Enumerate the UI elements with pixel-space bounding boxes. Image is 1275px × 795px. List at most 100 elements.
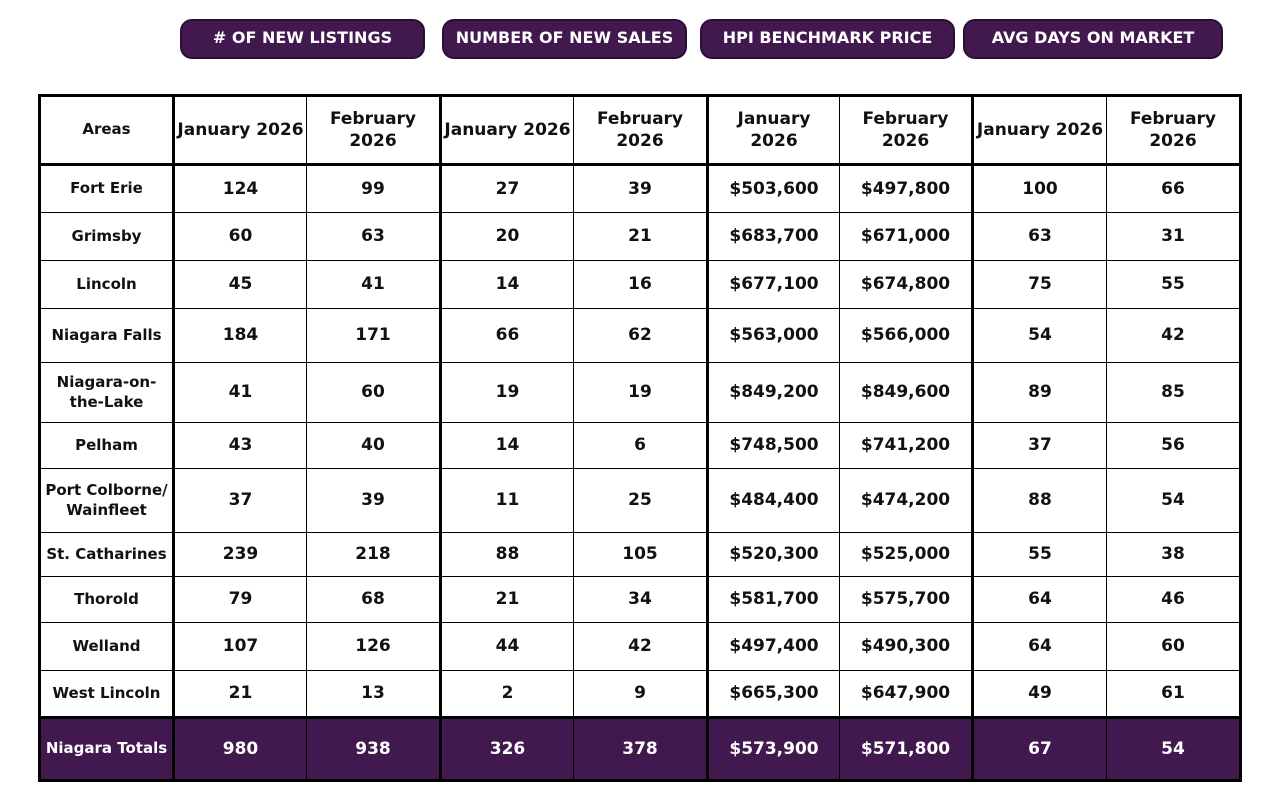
tab[interactable]: NUMBER OF NEW SALES	[442, 19, 687, 59]
value-cell: 21	[440, 576, 574, 623]
value-cell: February 2026	[573, 95, 709, 166]
value-cell: 88	[440, 532, 574, 577]
value-cell: January 2026	[707, 95, 840, 166]
value-cell: $748,500	[707, 422, 840, 469]
value-cell: 99	[306, 164, 442, 213]
value-cell: 20	[440, 212, 574, 261]
value-cell: 60	[1106, 622, 1241, 671]
table-row: Thorold 79 68 21 34 $581,700 $575,700 64 46	[39, 576, 1241, 623]
area-cell: Niagara-on-the-Lake	[39, 362, 175, 423]
value-cell: 19	[573, 362, 709, 423]
table-row: St. Catharines 239 218 88 105 $520,300 $525,00…	[39, 532, 1241, 577]
area-cell: Thorold	[39, 576, 175, 623]
value-cell: $674,800	[839, 260, 974, 309]
area-cell: Niagara Totals	[39, 716, 175, 781]
value-cell: 64	[972, 622, 1107, 671]
area-cell: Areas	[39, 95, 175, 166]
value-cell: 63	[306, 212, 442, 261]
value-cell: $520,300	[707, 532, 840, 577]
area-cell: Fort Erie	[39, 164, 175, 213]
value-cell: $665,300	[707, 670, 840, 718]
value-cell: 42	[1106, 308, 1241, 363]
value-cell: 14	[440, 260, 574, 309]
table-row: Fort Erie 124 99 27 39 $503,600 $497,800 100 66	[39, 164, 1241, 213]
table-row: Niagara Falls 184 171 66 62 $563,000 $566,000 5…	[39, 308, 1241, 363]
table-row: Welland 107 126 44 42 $497,400 $490,300 64 60	[39, 622, 1241, 671]
value-cell: $490,300	[839, 622, 974, 671]
data-table: Areas January 2026 February 2026 January 20…	[38, 94, 1242, 782]
value-cell: 126	[306, 622, 442, 671]
area-cell: Lincoln	[39, 260, 175, 309]
area-cell: Port Colborne/ Wainfleet	[39, 468, 175, 533]
value-cell: $484,400	[707, 468, 840, 533]
value-cell: 16	[573, 260, 709, 309]
value-cell: 54	[972, 308, 1107, 363]
table-row: West Lincoln 21 13 2 9 $665,300 $647,900 49 61	[39, 670, 1241, 718]
value-cell: 56	[1106, 422, 1241, 469]
value-cell: 326	[440, 716, 574, 781]
value-cell: 89	[972, 362, 1107, 423]
value-cell: 184	[173, 308, 307, 363]
value-cell: 88	[972, 468, 1107, 533]
value-cell: $474,200	[839, 468, 974, 533]
table-row: Lincoln 45 41 14 16 $677,100 $674,800 75 55	[39, 260, 1241, 309]
value-cell: 45	[173, 260, 307, 309]
tab[interactable]: HPI BENCHMARK PRICE	[700, 19, 955, 59]
value-cell: $525,000	[839, 532, 974, 577]
value-cell: 37	[173, 468, 307, 533]
value-cell: 31	[1106, 212, 1241, 261]
value-cell: $683,700	[707, 212, 840, 261]
value-cell: 41	[306, 260, 442, 309]
value-cell: $573,900	[707, 716, 840, 781]
value-cell: 2	[440, 670, 574, 718]
area-cell: Grimsby	[39, 212, 175, 261]
value-cell: 63	[972, 212, 1107, 261]
value-cell: $677,100	[707, 260, 840, 309]
table-row: Port Colborne/ Wainfleet 37 39 11 25 $484,400…	[39, 468, 1241, 533]
value-cell: 21	[573, 212, 709, 261]
value-cell: $566,000	[839, 308, 974, 363]
value-cell: 980	[173, 716, 307, 781]
tab[interactable]: # OF NEW LISTINGS	[180, 19, 425, 59]
value-cell: 75	[972, 260, 1107, 309]
value-cell: 41	[173, 362, 307, 423]
value-cell: 64	[972, 576, 1107, 623]
value-cell: 21	[173, 670, 307, 718]
value-cell: 25	[573, 468, 709, 533]
value-cell: 124	[173, 164, 307, 213]
value-cell: 66	[440, 308, 574, 363]
value-cell: January 2026	[972, 95, 1107, 166]
value-cell: $849,200	[707, 362, 840, 423]
value-cell: 6	[573, 422, 709, 469]
value-cell: 79	[173, 576, 307, 623]
value-cell: $575,700	[839, 576, 974, 623]
value-cell: $497,800	[839, 164, 974, 213]
value-cell: 42	[573, 622, 709, 671]
value-cell: 68	[306, 576, 442, 623]
value-cell: 27	[440, 164, 574, 213]
value-cell: 239	[173, 532, 307, 577]
value-cell: 40	[306, 422, 442, 469]
value-cell: 43	[173, 422, 307, 469]
value-cell: 11	[440, 468, 574, 533]
value-cell: 107	[173, 622, 307, 671]
value-cell: 54	[1106, 468, 1241, 533]
value-cell: February 2026	[1106, 95, 1241, 166]
value-cell: 9	[573, 670, 709, 718]
value-cell: 46	[1106, 576, 1241, 623]
value-cell: January 2026	[440, 95, 574, 166]
value-cell: 34	[573, 576, 709, 623]
value-cell: $671,000	[839, 212, 974, 261]
tab[interactable]: AVG DAYS ON MARKET	[963, 19, 1223, 59]
value-cell: 67	[972, 716, 1107, 781]
value-cell: 60	[173, 212, 307, 261]
value-cell: 13	[306, 670, 442, 718]
area-cell: Niagara Falls	[39, 308, 175, 363]
value-cell: 66	[1106, 164, 1241, 213]
header-row: Areas January 2026 February 2026 January 20…	[39, 95, 1241, 166]
value-cell: $497,400	[707, 622, 840, 671]
value-cell: February 2026	[306, 95, 442, 166]
value-cell: 61	[1106, 670, 1241, 718]
table-row: Pelham 43 40 14 6 $748,500 $741,200 37 56	[39, 422, 1241, 469]
